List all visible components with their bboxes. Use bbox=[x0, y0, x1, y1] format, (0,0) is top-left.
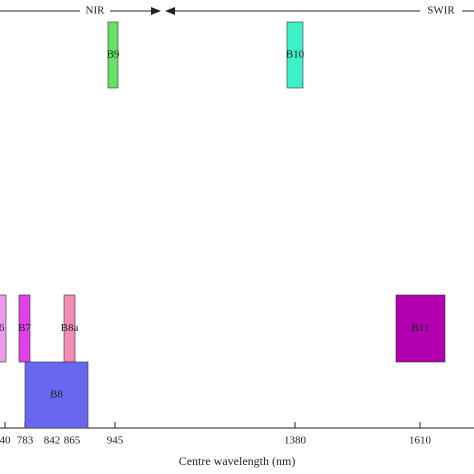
band bbox=[0, 294, 7, 363]
x-tick-label: 1380 bbox=[284, 435, 307, 447]
x-tick-label: 842 bbox=[44, 435, 61, 447]
x-tick-label: 783 bbox=[17, 435, 34, 447]
band-label: B6 bbox=[0, 322, 5, 334]
band bbox=[107, 21, 119, 89]
band bbox=[24, 361, 89, 429]
region-label: NIR bbox=[86, 5, 106, 17]
band bbox=[286, 21, 304, 89]
band-label: B10 bbox=[286, 49, 305, 61]
x-tick-label: 1610 bbox=[409, 435, 432, 447]
label-bg bbox=[80, 4, 110, 18]
band bbox=[395, 294, 446, 363]
x-tick-label: 945 bbox=[107, 435, 124, 447]
band-label: B11 bbox=[412, 322, 430, 334]
x-axis-label: Centre wavelength (nm) bbox=[179, 454, 296, 468]
band-label: B9 bbox=[107, 49, 120, 61]
x-tick-label: 865 bbox=[64, 435, 81, 447]
x-tick-label: 40 bbox=[0, 435, 11, 447]
band bbox=[18, 294, 31, 363]
region-label: SWIR bbox=[427, 5, 455, 17]
label-bg bbox=[420, 4, 462, 18]
band-label: B8 bbox=[50, 389, 63, 401]
band-label: B8a bbox=[61, 322, 79, 334]
band-label: B7 bbox=[18, 322, 31, 334]
